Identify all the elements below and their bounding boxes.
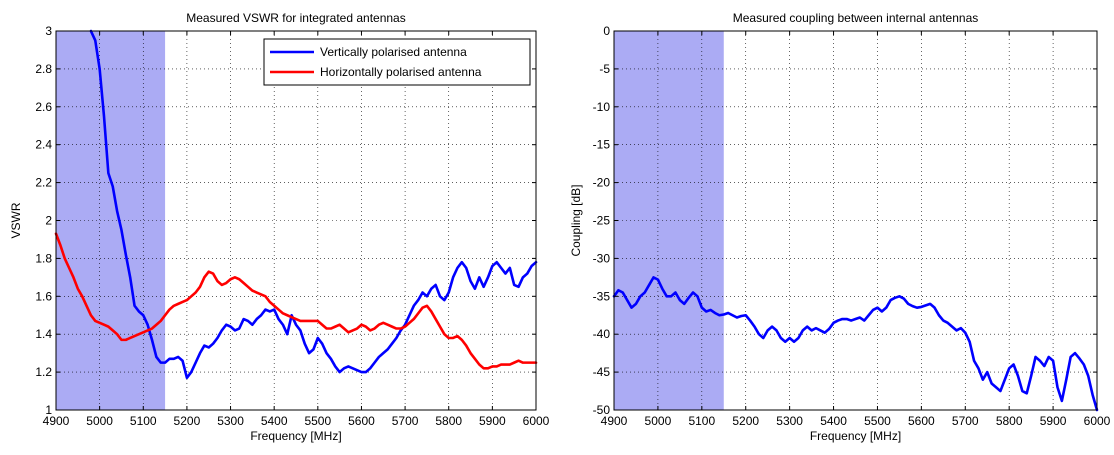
x-tick-label: 5400 xyxy=(820,414,847,428)
chart-title: Measured coupling between internal anten… xyxy=(733,11,979,25)
x-tick-label: 5500 xyxy=(304,414,331,428)
x-tick-label: 6000 xyxy=(523,414,550,428)
vswr-chart: 4900 5000 5100 5200 5300 5400 5500 5600 5700 5800… xyxy=(9,11,550,443)
x-tick-label: 5600 xyxy=(348,414,375,428)
y-tick-label: 1 xyxy=(45,403,52,417)
legend-label: Vertically polarised antenna xyxy=(320,45,467,59)
legend-box xyxy=(263,38,531,86)
x-tick-label: 4900 xyxy=(601,414,628,428)
x-tick-label: 5900 xyxy=(479,414,506,428)
y-tick-label: 1.6 xyxy=(35,289,52,303)
chart-title: Measured VSWR for integrated antennas xyxy=(186,11,405,25)
shaded-band xyxy=(614,31,724,410)
x-tick-label: 5100 xyxy=(130,414,157,428)
x-tick-label: 5200 xyxy=(174,414,201,428)
x-tick-label: 5800 xyxy=(996,414,1023,428)
series-line-horizontal xyxy=(54,232,538,370)
x-tick-label: 5700 xyxy=(392,414,419,428)
y-tick-label: -45 xyxy=(593,365,611,379)
y-tick-label: 2 xyxy=(45,214,52,228)
y-tick-label: -25 xyxy=(593,214,611,228)
series-line-vertical xyxy=(89,29,538,380)
x-tick-label: 5100 xyxy=(688,414,715,428)
legend-label: Horizontally polarised antenna xyxy=(320,65,482,79)
x-tick-label: 5600 xyxy=(908,414,935,428)
x-tick-label: 5400 xyxy=(261,414,288,428)
y-axis-label: VSWR xyxy=(9,202,23,238)
y-tick-label: -20 xyxy=(593,176,611,190)
x-tick-label: 5300 xyxy=(776,414,803,428)
x-tick-label: 6000 xyxy=(1084,414,1111,428)
x-tick-label: 4900 xyxy=(43,414,70,428)
y-tick-label: 1.8 xyxy=(35,251,52,265)
y-tick-label: 1.4 xyxy=(35,327,52,341)
y-tick-label: -40 xyxy=(593,327,611,341)
y-tick-label: -35 xyxy=(593,289,611,303)
x-tick-label: 5900 xyxy=(1040,414,1067,428)
shaded-band xyxy=(56,31,166,410)
y-tick-label: 2.2 xyxy=(35,176,52,190)
y-tick-label: -10 xyxy=(593,100,611,114)
y-tick-label: 3 xyxy=(45,24,52,38)
y-tick-label: -5 xyxy=(599,62,610,76)
x-tick-label: 5800 xyxy=(435,414,462,428)
x-tick-label: 5500 xyxy=(864,414,891,428)
y-tick-label: 2.6 xyxy=(35,100,52,114)
coupling-chart: 4900 5000 5100 5200 5300 5400 5500 5600 5700 5800… xyxy=(569,11,1111,443)
y-tick-label: -15 xyxy=(593,138,611,152)
series-line-coupling xyxy=(612,276,1099,412)
x-tick-label: 5700 xyxy=(952,414,979,428)
y-tick-label: -50 xyxy=(593,403,611,417)
x-tick-label: 5300 xyxy=(217,414,244,428)
y-axis-label: Coupling [dB] xyxy=(569,184,583,256)
y-tick-label: 2.8 xyxy=(35,62,52,76)
x-tick-label: 5200 xyxy=(732,414,759,428)
y-tick-label: 2.4 xyxy=(35,138,52,152)
x-axis-label: Frequency [MHz] xyxy=(810,429,901,443)
x-tick-label: 5000 xyxy=(86,414,113,428)
x-tick-label: 5000 xyxy=(645,414,672,428)
y-tick-label: 1.2 xyxy=(35,365,52,379)
x-axis-label: Frequency [MHz] xyxy=(250,429,341,443)
y-tick-label: -30 xyxy=(593,251,611,265)
y-tick-label: 0 xyxy=(603,24,610,38)
